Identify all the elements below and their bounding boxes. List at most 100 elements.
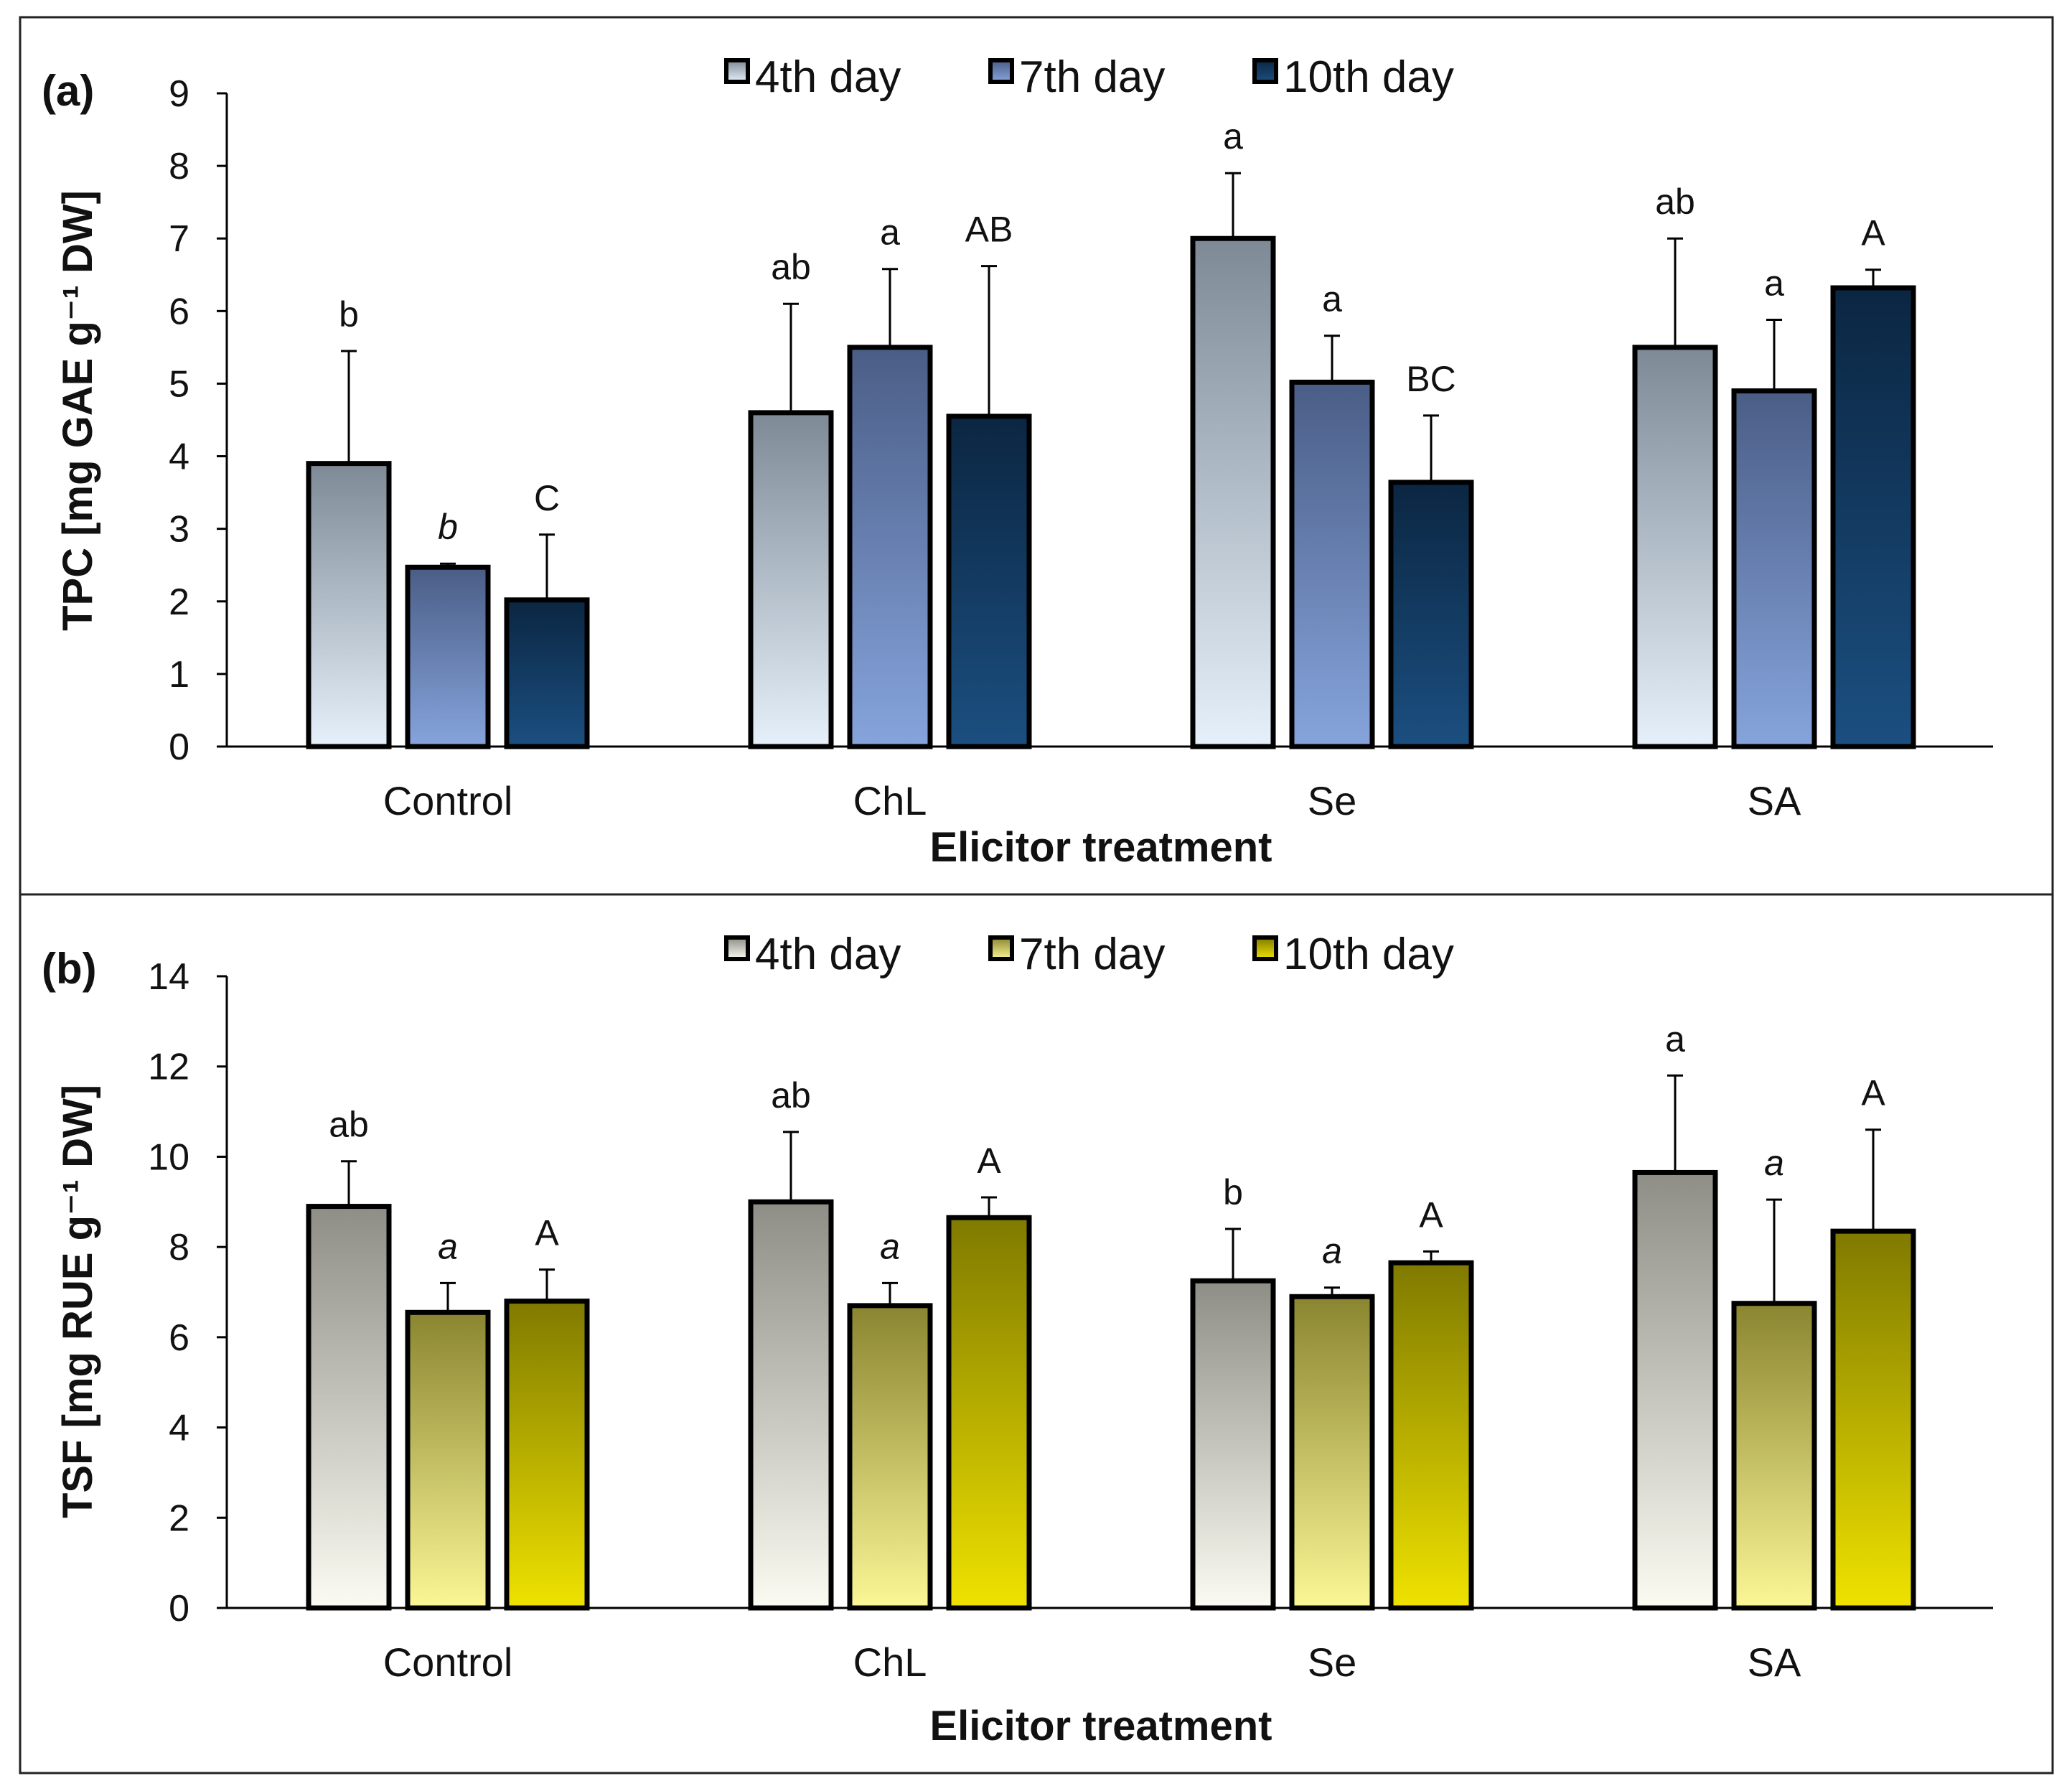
y-tick-label: 5 (169, 363, 189, 405)
y-tick-label: 9 (169, 73, 189, 115)
x-category-label: SA (1748, 778, 1801, 823)
bar-se-0 (1190, 1278, 1276, 1611)
panel-b-y-axis-title: TSF [mg RUE g⁻¹ DW] (55, 1085, 101, 1518)
significance-label: BC (1406, 359, 1455, 399)
bar-chl-1 (847, 345, 933, 749)
significance-label: C (534, 478, 560, 518)
bar-se-2 (1388, 1260, 1474, 1611)
bar-se-0 (1190, 235, 1276, 749)
significance-label: A (977, 1141, 1001, 1181)
significance-label: A (535, 1213, 559, 1253)
significance-label: A (1419, 1194, 1443, 1235)
legend-swatch (988, 58, 1014, 84)
panel-a-x-axis-title: Elicitor treatment (930, 824, 1272, 871)
bar-se-1 (1289, 379, 1375, 749)
significance-label: ab (329, 1105, 369, 1145)
x-category-label: ChL (853, 778, 927, 823)
significance-label: a (1764, 1143, 1784, 1183)
x-category-label: Se (1308, 778, 1357, 823)
bar-sa-1 (1731, 388, 1817, 749)
y-tick-label: 3 (169, 509, 189, 551)
y-tick-label: 8 (169, 146, 189, 187)
legend-label: 4th day (755, 930, 901, 979)
panel-a: (a) 4th day 7th day 10th day 0 1 2 3 4 5 6 7 8 9 Con… (19, 16, 2054, 896)
legend-label: 7th day (1019, 52, 1165, 102)
x-category-label: Se (1308, 1640, 1357, 1685)
bar-control-0 (306, 1204, 392, 1611)
bar-sa-2 (1830, 285, 1916, 749)
panel-b-label: (b) (42, 945, 97, 993)
panel-b-frame (19, 893, 2054, 1774)
legend-label: 7th day (1019, 930, 1165, 979)
bar-se-1 (1289, 1294, 1375, 1611)
x-category-label: Control (383, 778, 513, 823)
bar-chl-2 (946, 413, 1032, 749)
significance-label: a (438, 1226, 458, 1266)
significance-label: b (438, 507, 458, 547)
panel-a-label: (a) (42, 67, 94, 115)
bar-sa-0 (1632, 1169, 1718, 1611)
panel-a-legend: 4th day 7th day 10th day (724, 52, 1454, 102)
legend-swatch (1252, 58, 1278, 84)
bar-control-1 (405, 564, 491, 749)
bar-sa-1 (1731, 1301, 1817, 1611)
significance-label: a (1322, 279, 1342, 319)
y-tick-label: 14 (148, 956, 189, 998)
legend-swatch (724, 935, 750, 961)
panel-b-legend: 4th day 7th day 10th day (724, 930, 1454, 979)
legend-swatch (724, 58, 750, 84)
bar-sa-2 (1830, 1228, 1916, 1611)
panel-a-axes: 0 1 2 3 4 5 6 7 8 9 Control ChL Se SA (169, 73, 1993, 823)
bar-chl-1 (847, 1303, 933, 1611)
significance-label: a (1223, 116, 1243, 156)
panel-a-bars: b b Cab a AB a a BC ab a A (306, 116, 1916, 749)
y-tick-label: 2 (169, 581, 189, 623)
bar-control-1 (405, 1309, 491, 1611)
significance-label: A (1861, 213, 1885, 253)
panel-b: (b) 4th day 7th day 10th day 0 2 4 6 8 10 12 14 Co… (19, 893, 2054, 1774)
bar-chl-0 (748, 1199, 834, 1611)
x-category-label: Control (383, 1640, 513, 1685)
significance-label: ab (771, 247, 811, 287)
bar-control-0 (306, 461, 392, 749)
significance-label: b (1223, 1172, 1243, 1212)
significance-label: ab (1655, 182, 1695, 222)
y-tick-label: 6 (169, 1317, 189, 1359)
significance-label: ab (771, 1075, 811, 1116)
y-tick-label: 0 (169, 726, 189, 768)
bar-control-2 (504, 1299, 590, 1611)
y-tick-label: 12 (148, 1047, 189, 1088)
bar-chl-2 (946, 1215, 1032, 1611)
y-tick-label: 6 (169, 291, 189, 332)
significance-label: a (1322, 1231, 1342, 1271)
y-tick-label: 8 (169, 1227, 189, 1268)
significance-label: a (1665, 1019, 1685, 1059)
legend-swatch (988, 935, 1014, 961)
bar-se-2 (1388, 480, 1474, 749)
significance-label: b (339, 294, 359, 335)
legend-label: 10th day (1283, 930, 1454, 979)
significance-label: AB (965, 210, 1013, 250)
legend-swatch (1252, 935, 1278, 961)
significance-label: a (880, 1226, 900, 1266)
y-tick-label: 10 (148, 1136, 189, 1178)
panel-a-y-axis-title: TPC [mg GAE g⁻¹ DW] (55, 190, 101, 631)
legend-label: 10th day (1283, 52, 1454, 102)
y-tick-label: 4 (169, 436, 189, 478)
significance-label: a (1764, 263, 1784, 303)
y-tick-label: 4 (169, 1408, 189, 1449)
y-tick-label: 2 (169, 1497, 189, 1539)
x-category-label: SA (1748, 1640, 1801, 1685)
significance-label: a (880, 212, 900, 253)
bar-control-2 (504, 597, 590, 749)
legend-label: 4th day (755, 52, 901, 102)
y-tick-label: 0 (169, 1588, 189, 1629)
x-category-label: ChL (853, 1640, 927, 1685)
y-tick-label: 1 (169, 654, 189, 696)
panel-b-bars: ab a Aab a Ab a Aa a A (306, 1019, 1916, 1611)
y-tick-label: 7 (169, 218, 189, 260)
bar-chl-0 (748, 410, 834, 749)
bar-sa-0 (1632, 345, 1718, 749)
significance-label: A (1861, 1073, 1885, 1113)
